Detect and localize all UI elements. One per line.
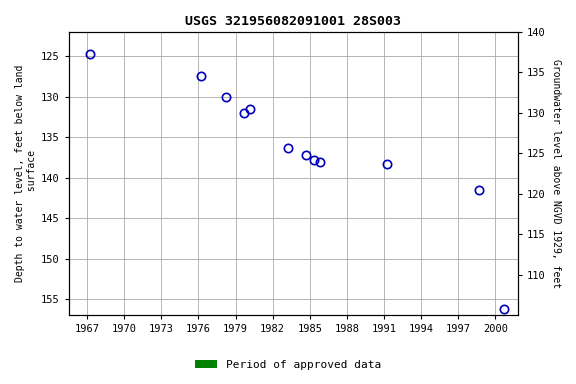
Bar xyxy=(275,314,283,319)
Bar xyxy=(295,314,332,319)
Y-axis label: Depth to water level, feet below land
 surface: Depth to water level, feet below land su… xyxy=(15,65,37,282)
Bar xyxy=(239,314,256,319)
Bar xyxy=(192,314,201,319)
Bar xyxy=(221,314,227,319)
Legend: Period of approved data: Period of approved data xyxy=(191,356,385,375)
Title: USGS 321956082091001 28S003: USGS 321956082091001 28S003 xyxy=(185,15,401,28)
Bar xyxy=(84,314,93,319)
Bar xyxy=(458,314,467,319)
Bar xyxy=(492,314,510,319)
Bar xyxy=(378,314,390,319)
Y-axis label: Groundwater level above NGVD 1929, feet: Groundwater level above NGVD 1929, feet xyxy=(551,59,561,288)
